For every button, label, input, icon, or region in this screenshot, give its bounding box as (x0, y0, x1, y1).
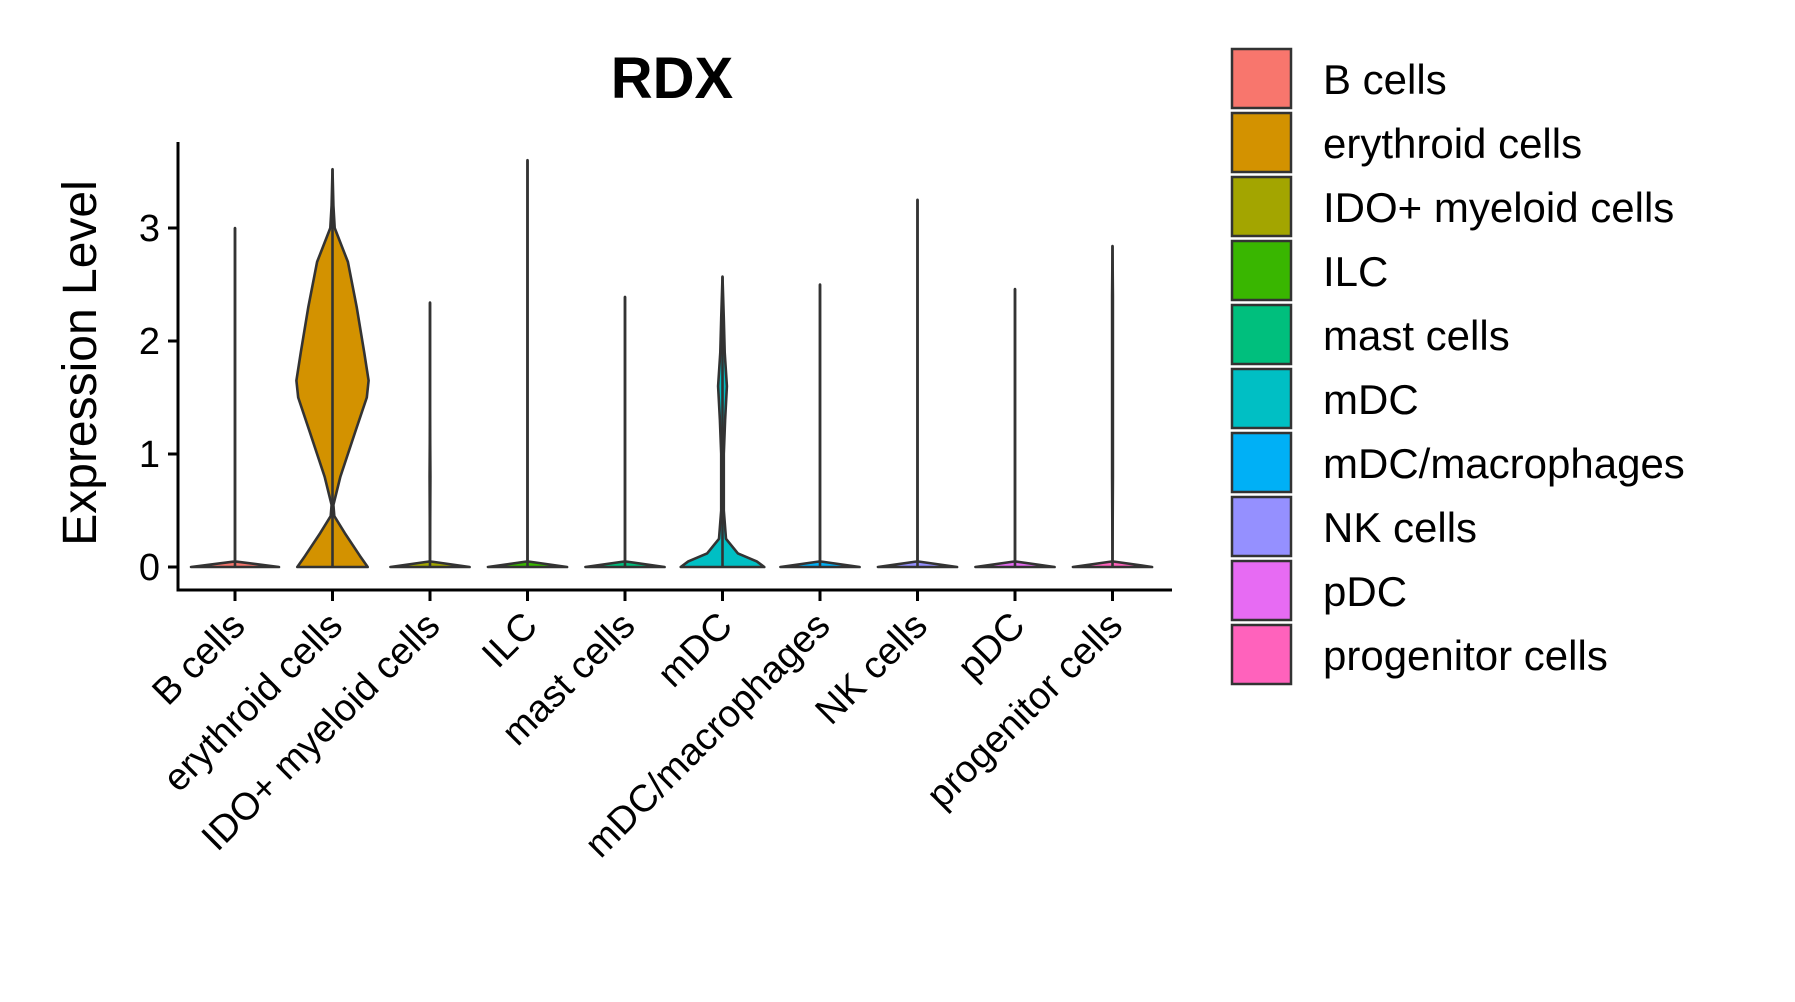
legend-label-6: mDC/macrophages (1323, 440, 1685, 487)
legend-label-5: mDC (1323, 376, 1419, 423)
y-tick-label-3: 3 (139, 208, 160, 250)
legend-key-2 (1230, 175, 1293, 238)
legend-key-7 (1230, 495, 1293, 558)
legend-label-4: mast cells (1323, 312, 1510, 359)
legend: B cells erythroid cells IDO+ myeloid cells… (1230, 47, 1685, 686)
x-tick-label-8: pDC (950, 605, 1033, 688)
legend-key-9 (1230, 623, 1293, 686)
chart-title: RDX (611, 46, 734, 111)
y-tick-label-2: 2 (139, 321, 160, 363)
legend-key-0 (1230, 47, 1293, 110)
legend-label-1: erythroid cells (1323, 120, 1582, 167)
violin-layer (189, 158, 1154, 569)
legend-label-3: ILC (1323, 248, 1388, 295)
y-axis-label: Expression Level (54, 180, 107, 546)
x-tick-label-3: ILC (474, 605, 546, 677)
x-tick-label-5: mDC (650, 605, 741, 696)
legend-key-6 (1230, 431, 1293, 494)
legend-label-0: B cells (1323, 56, 1447, 103)
legend-label-2: IDO+ myeloid cells (1323, 184, 1674, 231)
legend-key-5 (1230, 367, 1293, 430)
legend-label-7: NK cells (1323, 504, 1477, 551)
legend-key-3 (1230, 239, 1293, 302)
legend-key-8 (1230, 559, 1293, 622)
legend-key-4 (1230, 303, 1293, 366)
y-tick-label-0: 0 (139, 547, 160, 589)
legend-key-1 (1230, 111, 1293, 174)
y-tick-label-1: 1 (139, 434, 160, 476)
legend-label-8: pDC (1323, 568, 1407, 615)
legend-label-9: progenitor cells (1323, 632, 1608, 679)
